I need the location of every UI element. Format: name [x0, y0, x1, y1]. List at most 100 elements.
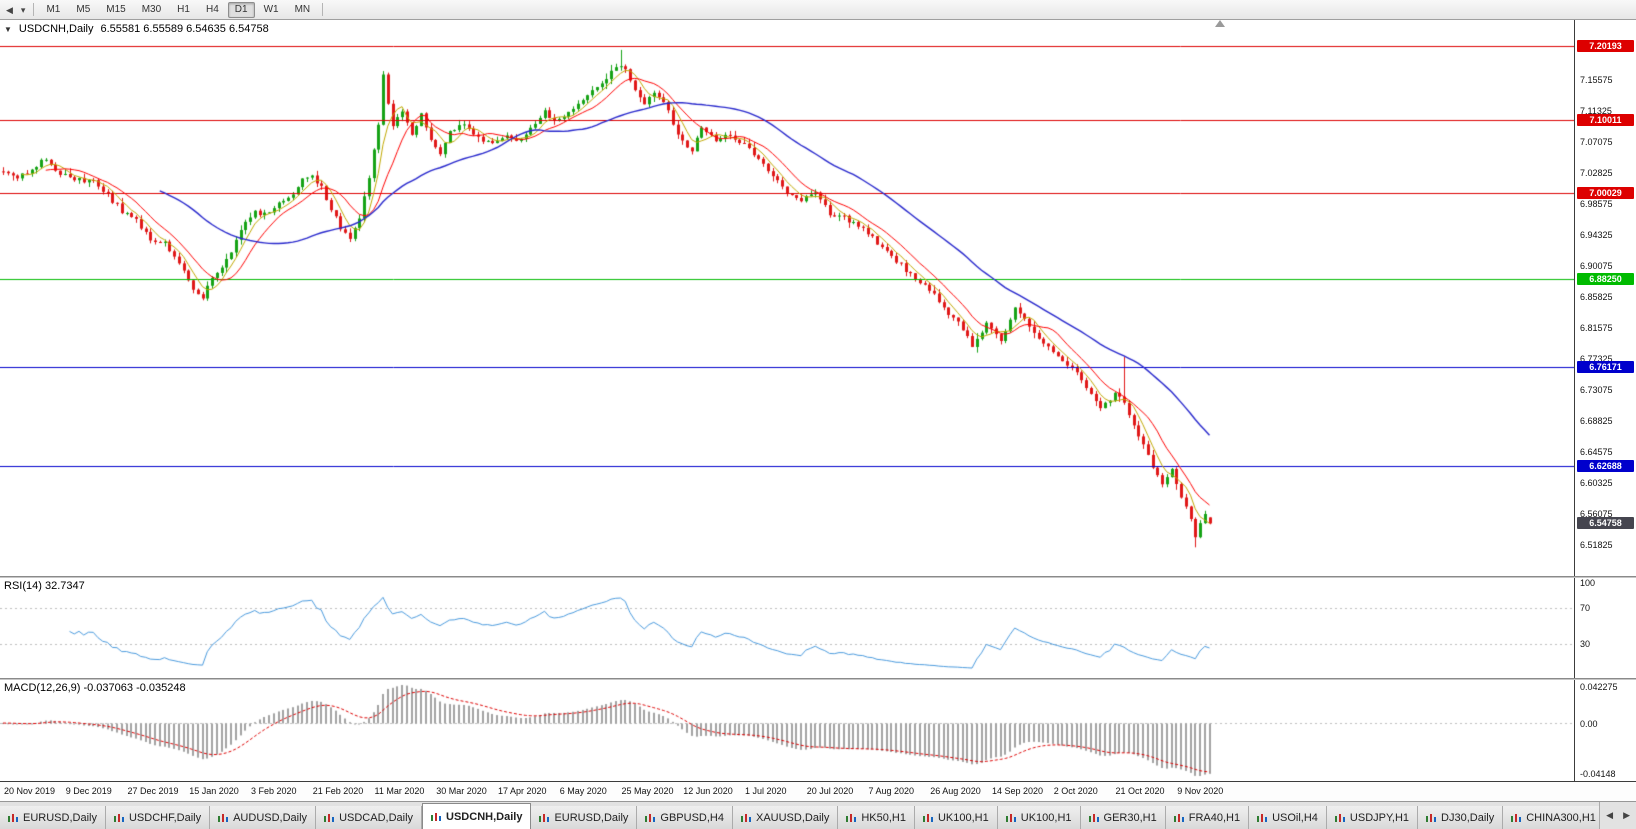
tab-scroll-left-icon[interactable]: ◀ — [1606, 810, 1614, 820]
macd-tick: 0.042275 — [1580, 682, 1618, 692]
tab-dj30-daily[interactable]: DJ30,Daily — [1418, 806, 1504, 829]
chart-tab-icon — [846, 813, 857, 823]
date-tick: 1 Jul 2020 — [745, 786, 787, 796]
price-chart-canvas[interactable] — [0, 20, 1574, 576]
symbol-dropdown-icon[interactable]: ▼ — [4, 24, 12, 34]
chart-tab-icon — [539, 813, 550, 823]
tab-usdcad-daily[interactable]: USDCAD,Daily — [316, 806, 423, 829]
timeframe-buttons: M1 M5 M15 M30 H1 H4 D1 W1 MN — [38, 1, 318, 18]
rsi-label: RSI(14) 32.7347 — [4, 580, 85, 592]
tab-uk100-h1[interactable]: UK100,H1 — [914, 806, 998, 829]
date-tick: 15 Jan 2020 — [189, 786, 239, 796]
chart-title: ▼ USDCNH,Daily 6.55581 6.55589 6.54635 6… — [4, 23, 269, 35]
date-tick: 9 Dec 2019 — [65, 786, 112, 796]
tab-ger30-h1[interactable]: GER30,H1 — [1080, 806, 1166, 829]
chart-tab-icon — [922, 813, 933, 823]
tab-usdchf-daily[interactable]: USDCHF,Daily — [105, 806, 211, 829]
price-pane: ▼ USDCNH,Daily 6.55581 6.55589 6.54635 6… — [0, 20, 1636, 576]
date-tick: 2 Oct 2020 — [1053, 786, 1098, 796]
chart-tab-icon — [218, 813, 229, 823]
ohlc-readout: 6.55581 6.55589 6.54635 6.54758 — [100, 23, 269, 35]
macd-chart-canvas[interactable] — [0, 680, 1574, 781]
tab-label: FRA40,H1 — [1188, 811, 1241, 824]
timeframe-h4[interactable]: H4 — [205, 3, 219, 15]
price-tick: 6.77325 — [1580, 353, 1613, 364]
tab-uk100-h1[interactable]: UK100,H1 — [997, 806, 1081, 829]
date-tick: 14 Sep 2020 — [992, 786, 1044, 796]
tab-label: HK50,H1 — [861, 811, 906, 824]
chart-dropdown-icon[interactable]: ▾ — [20, 4, 26, 15]
rsi-tick: 30 — [1580, 638, 1591, 649]
date-tick: 21 Oct 2020 — [1115, 786, 1165, 796]
tab-label: GER30,H1 — [1103, 811, 1157, 824]
tab-label: USDCNH,Daily — [446, 810, 523, 823]
timeframe-w1[interactable]: W1 — [263, 3, 279, 15]
timeframe-m1[interactable]: M1 — [46, 3, 61, 15]
hline-price-badge: 7.00029 — [1577, 187, 1634, 200]
tab-label: DJ30,Daily — [1441, 811, 1495, 824]
macd-tick: 0.00 — [1580, 718, 1598, 729]
timeframe-m30[interactable]: M30 — [141, 3, 162, 15]
tab-hk50-h1[interactable]: HK50,H1 — [838, 806, 915, 829]
chart-tab-icon — [740, 813, 751, 823]
tab-eurusd-daily[interactable]: EURUSD,Daily — [531, 806, 638, 829]
rsi-chart-canvas[interactable] — [0, 578, 1574, 678]
price-tick: 6.81575 — [1580, 322, 1613, 333]
rsi-tick: 100 — [1580, 578, 1596, 588]
date-tick: 21 Feb 2020 — [312, 786, 364, 796]
date-axis[interactable]: 20 Nov 2019 9 Dec 2019 27 Dec 2019 15 Jan 2… — [0, 781, 1636, 801]
timeframe-mn[interactable]: MN — [294, 3, 311, 15]
rsi-axis[interactable]: 100 70 30 — [1574, 578, 1636, 678]
symbol-label: USDCNH,Daily — [18, 23, 94, 35]
tab-usdjpy-h1[interactable]: USDJPY,H1 — [1326, 806, 1419, 829]
chart-tab-icon — [1173, 813, 1184, 823]
timeframe-m15[interactable]: M15 — [106, 3, 126, 15]
hline-price-badge: 6.76171 — [1577, 361, 1634, 374]
toolbar-separator — [322, 3, 324, 16]
chart-tab-icon — [324, 813, 335, 823]
chart-tab-icon — [8, 813, 18, 823]
price-tick: 6.68825 — [1580, 415, 1613, 426]
tab-china300-h1[interactable]: CHINA300,H1 — [1503, 806, 1605, 829]
tab-label: GBPUSD,H4 — [660, 811, 724, 824]
tab-label: UK100,H1 — [1020, 811, 1072, 824]
toolbar-separator — [33, 3, 35, 16]
timeframe-m5[interactable]: M5 — [76, 3, 91, 15]
timeframe-h1[interactable]: H1 — [177, 3, 190, 15]
tab-usdcnh-daily[interactable]: USDCNH,Daily — [422, 803, 532, 829]
macd-label: MACD(12,26,9) -0.037063 -0.035248 — [4, 682, 186, 694]
chart-tab-icon — [1088, 813, 1099, 823]
chart-tabs: EURUSD,Daily USDCHF,Daily AUDUSD,Daily USDC… — [0, 801, 1636, 829]
date-tick: 17 Apr 2020 — [498, 786, 547, 796]
tab-eurusd-daily[interactable]: EURUSD,Daily — [0, 806, 106, 829]
date-tick: 25 May 2020 — [621, 786, 674, 796]
tab-scroll-right-icon[interactable]: ▶ — [1623, 810, 1630, 820]
price-tick: 6.51825 — [1580, 539, 1613, 550]
chart-tab-icon — [1005, 813, 1016, 823]
date-tick: 3 Feb 2020 — [251, 786, 297, 796]
timeframe-d1[interactable]: D1 — [227, 1, 255, 18]
price-axis[interactable]: 7.15575 7.11325 7.07075 7.02825 6.98575 6.943… — [1574, 20, 1636, 576]
date-tick: 12 Jun 2020 — [683, 786, 733, 796]
tab-audusd-daily[interactable]: AUDUSD,Daily — [210, 806, 317, 829]
date-tick: 30 Mar 2020 — [436, 786, 487, 796]
tab-label: EURUSD,Daily — [554, 811, 629, 824]
tab-usoil-h4[interactable]: USOil,H4 — [1249, 806, 1327, 829]
tab-label: USDJPY,H1 — [1349, 811, 1410, 824]
hline-price-badge: 7.20193 — [1577, 39, 1634, 52]
chart-back-icon[interactable]: ◀ — [6, 4, 13, 15]
macd-axis[interactable]: 0.042275 0.00 -0.04148 — [1574, 680, 1636, 781]
pane-splitter[interactable] — [0, 678, 1636, 680]
tab-gbpusd-h4[interactable]: GBPUSD,H4 — [637, 806, 733, 829]
price-tick: 6.73075 — [1580, 384, 1613, 395]
tab-label: EURUSD,Daily — [23, 811, 97, 824]
date-tick: 20 Jul 2020 — [806, 786, 854, 796]
chart-tab-icon — [113, 813, 124, 823]
pane-splitter[interactable] — [0, 576, 1636, 578]
date-tick: 11 Mar 2020 — [374, 786, 425, 796]
rsi-pane: RSI(14) 32.7347 100 70 30 — [0, 578, 1636, 678]
tab-xauusd-daily[interactable]: XAUUSD,Daily — [732, 806, 839, 829]
tab-fra40-h1[interactable]: FRA40,H1 — [1165, 806, 1250, 829]
chart-tab-icon — [431, 812, 442, 822]
